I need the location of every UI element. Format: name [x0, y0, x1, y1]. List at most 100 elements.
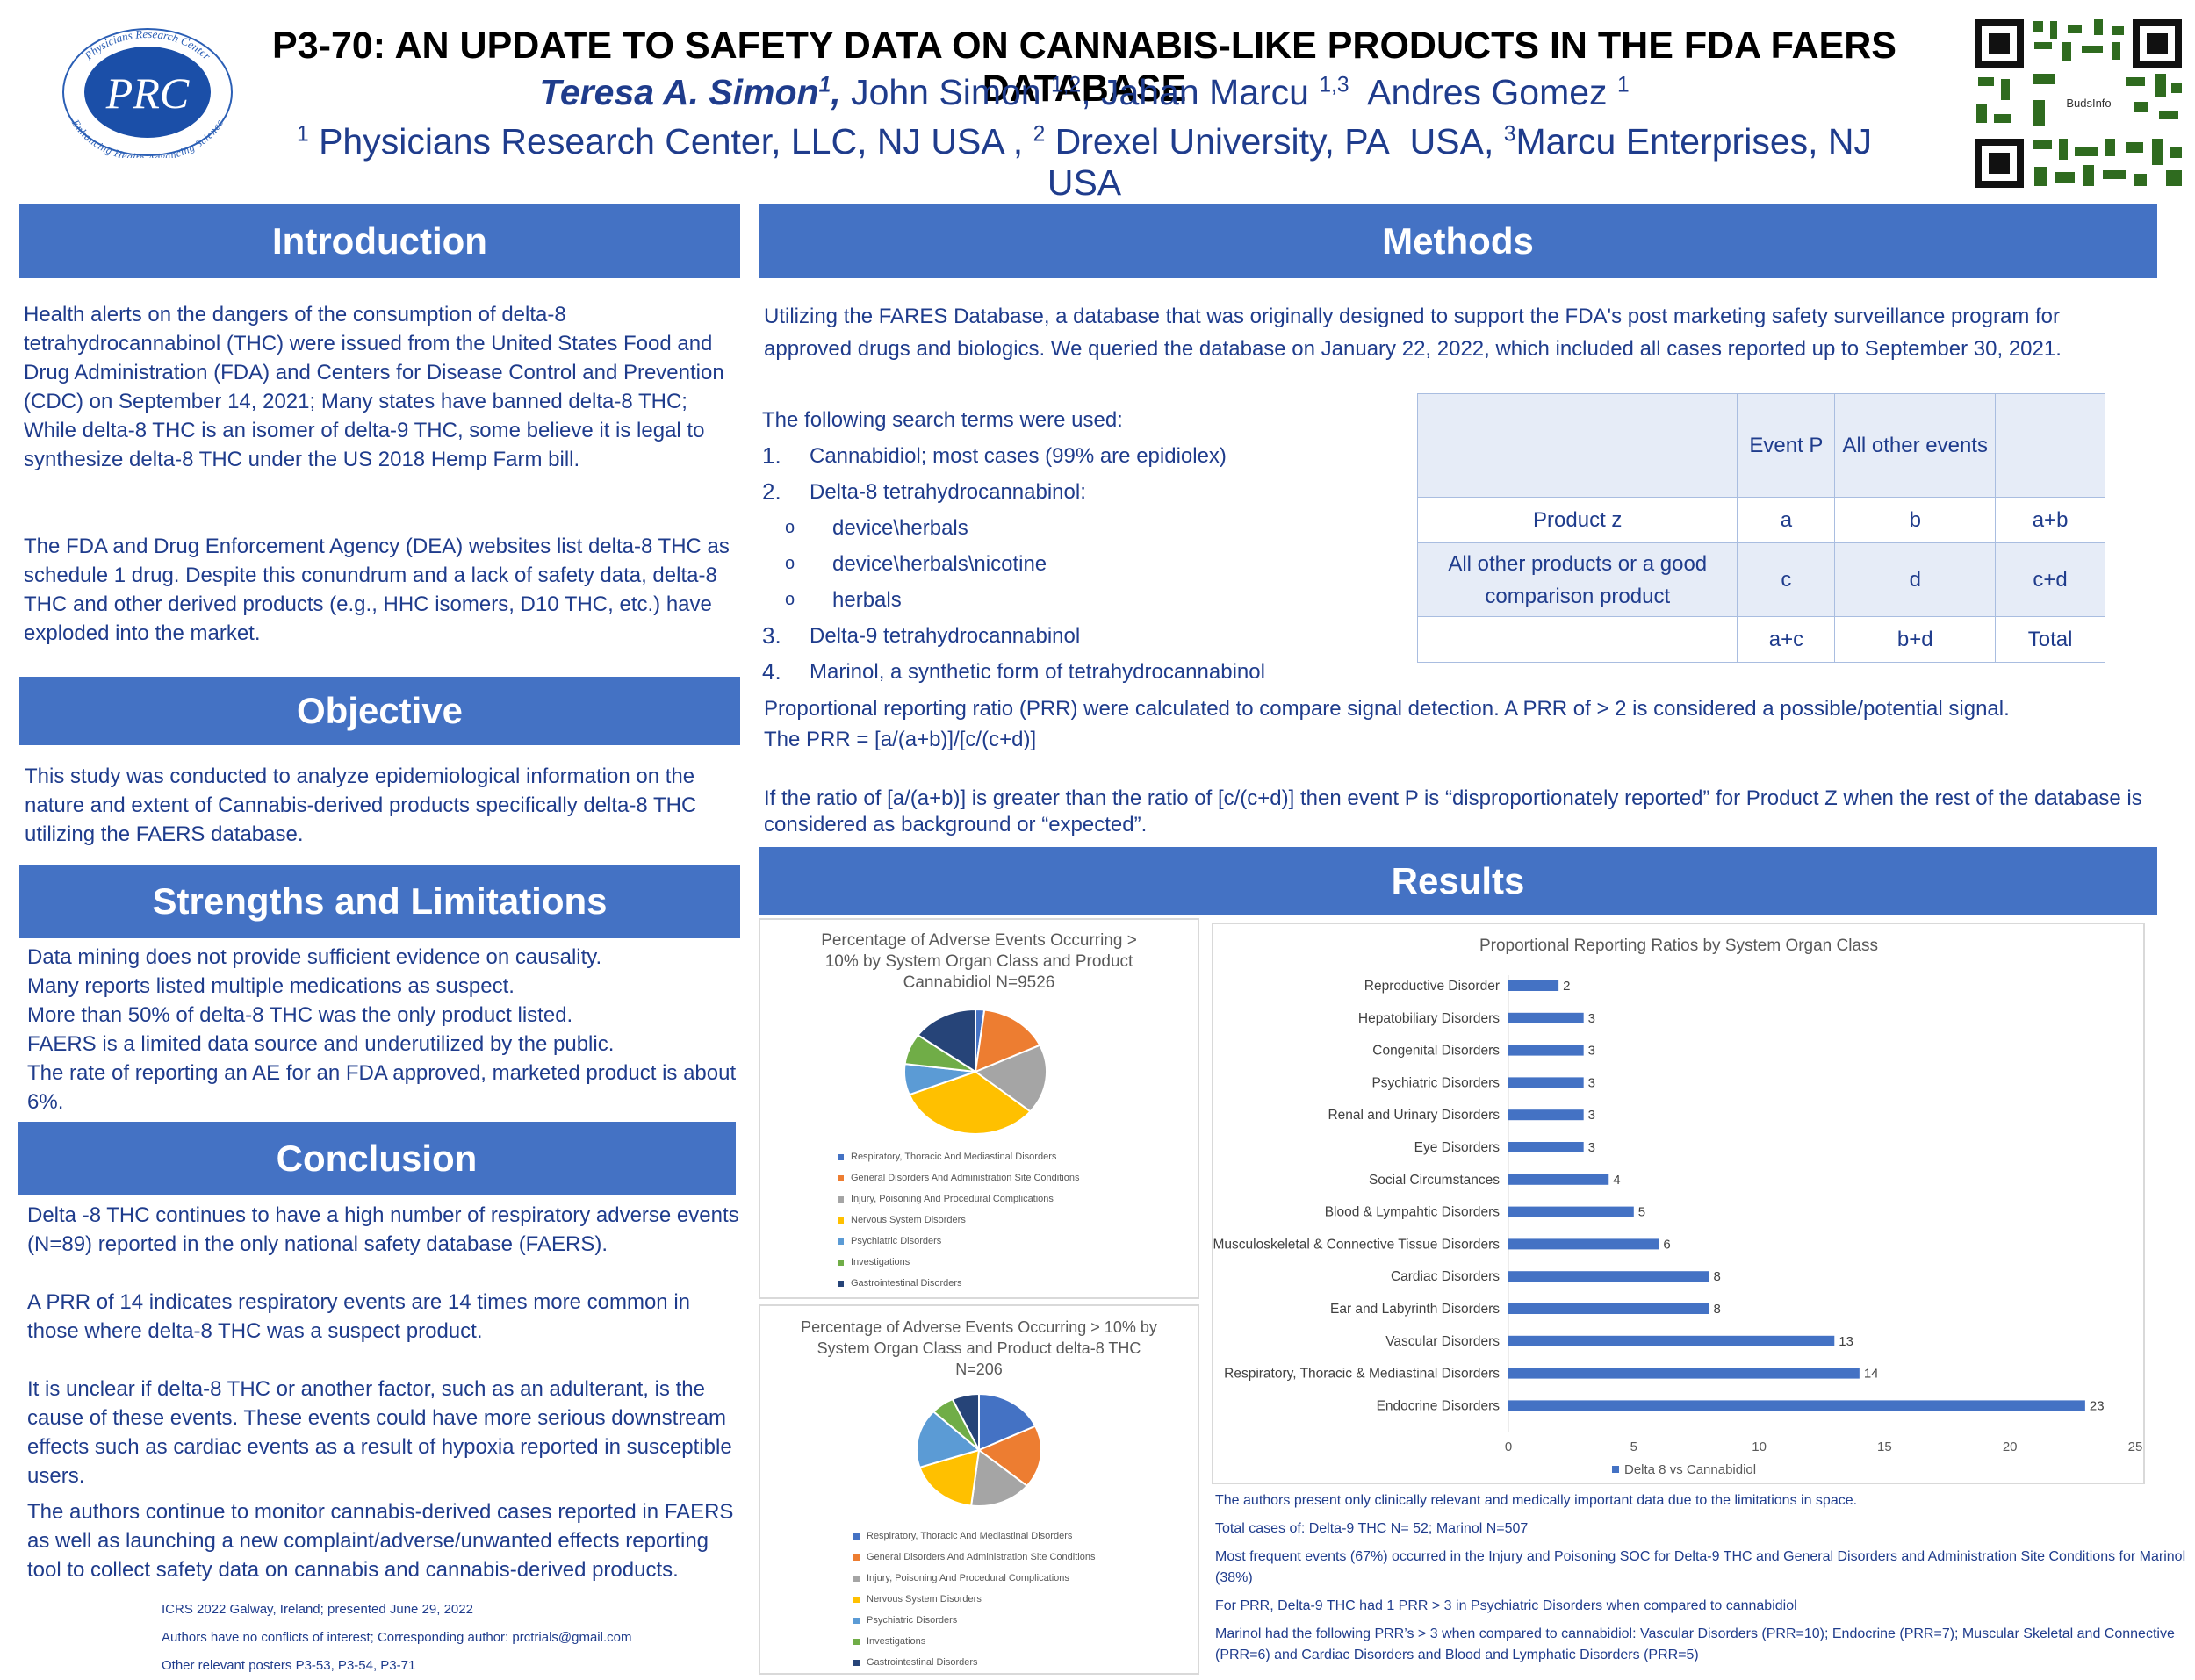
search-term: 2. Delta-8 tetrahydrocannabinol:	[762, 478, 1086, 505]
bar	[1508, 1303, 1709, 1314]
table-cell: Event P	[1737, 393, 1836, 498]
strength-line: More than 50% of delta-8 THC was the onl…	[27, 1003, 573, 1027]
pie1-title: Percentage of Adverse Events Occurring >…	[821, 931, 1137, 992]
category-label: Endocrine Disorders	[1377, 1398, 1501, 1413]
bar	[1508, 1206, 1634, 1217]
table-row: a+c b+d Total	[1416, 616, 2105, 663]
conclusion-text: Delta -8 THC continues to have a high nu…	[27, 1201, 743, 1584]
table-cell: Product z	[1416, 497, 1738, 543]
legend-item: Investigations	[838, 1252, 1079, 1273]
intro-paragraph-2: The FDA and Drug Enforcement Agency (DEA…	[24, 535, 730, 645]
table-cell	[1416, 616, 1738, 663]
table-row: Product z a b a+b	[1416, 497, 2105, 543]
methods-heading: Methods	[759, 204, 2157, 278]
x-tick-label: 0	[1505, 1439, 1512, 1454]
conclusion-heading: Conclusion	[18, 1122, 736, 1195]
category-label: Social Circumstances	[1369, 1173, 1500, 1188]
category-label: Vascular Disorders	[1385, 1334, 1500, 1349]
footer-conference: ICRS 2022 Galway, Ireland; presented Jun…	[162, 1602, 473, 1617]
data-label: 13	[1839, 1334, 1853, 1349]
logo-letters: PRC	[105, 68, 190, 118]
prr-definition: Proportional reporting ratio (PRR) were …	[764, 697, 2010, 721]
x-tick-label: 20	[2003, 1439, 2018, 1454]
legend-item: Psychiatric Disorders	[853, 1610, 1095, 1631]
table-cell: b+d	[1834, 616, 1997, 663]
prr-text: Proportional reporting ratio (PRR) were …	[764, 693, 2155, 838]
strength-line: FAERS is a limited data source and under…	[27, 1032, 615, 1056]
affiliations: 1 Physicians Research Center, LLC, NJ US…	[296, 121, 1873, 203]
category-label: Congenital Disorders	[1372, 1044, 1500, 1059]
data-label: 3	[1588, 1011, 1595, 1026]
legend-item: Respiratory, Thoracic And Mediastinal Di…	[853, 1526, 1095, 1547]
legend-item: Gastrointestinal Disorders	[853, 1652, 1095, 1673]
result-note: Marinol had the following PRR’s > 3 when…	[1215, 1626, 2175, 1662]
legend-item: Gastrointestinal Disorders	[838, 1273, 1079, 1294]
category-label: Eye Disorders	[1414, 1140, 1501, 1155]
legend-item: Injury, Poisoning And Procedural Complic…	[853, 1568, 1095, 1589]
data-label: 4	[1613, 1173, 1620, 1188]
data-label: 3	[1588, 1108, 1595, 1123]
pie-slice	[916, 1008, 976, 1073]
table-cell: c+d	[1995, 542, 2105, 617]
qr-code[interactable]: BudsInfo	[1971, 16, 2185, 191]
prr-bar-chart: Proportional Reporting Ratios by System …	[1212, 923, 2145, 1484]
bar	[1508, 1142, 1584, 1152]
category-label: Psychiatric Disorders	[1371, 1075, 1500, 1090]
table-cell: All other events	[1834, 393, 1997, 498]
legend-item: Nervous System Disorders	[838, 1210, 1079, 1231]
strengths-heading: Strengths and Limitations	[19, 865, 740, 938]
table-cell: a+c	[1737, 616, 1836, 663]
pie-chart-cannabidiol: Percentage of Adverse Events Occurring >…	[759, 918, 1199, 1299]
strengths-text: Data mining does not provide sufficient …	[27, 943, 743, 1116]
bar	[1508, 1335, 1835, 1346]
category-label: Reproductive Disorder	[1364, 979, 1500, 994]
x-tick-label: 10	[1752, 1439, 1767, 1454]
results-notes: The authors present only clinically rele…	[1215, 1490, 2191, 1666]
pie-slice	[969, 1448, 1029, 1507]
search-terms-intro: The following search terms were used:	[762, 408, 1123, 432]
pie-slice	[951, 1392, 980, 1451]
category-label: Hepatobiliary Disorders	[1358, 1011, 1500, 1026]
pie2-legend: Respiratory, Thoracic And Mediastinal Di…	[853, 1526, 1095, 1673]
search-subterm: o herbals	[785, 588, 902, 612]
introduction-heading: Introduction	[19, 204, 740, 278]
category-label: Blood & Lympahtic Disorders	[1325, 1205, 1501, 1220]
bar	[1508, 1368, 1860, 1379]
legend-item: Investigations	[853, 1631, 1095, 1652]
bar-chart-title: Proportional Reporting Ratios by System …	[1479, 937, 1878, 955]
bar	[1508, 1077, 1584, 1088]
table-cell: b	[1834, 497, 1997, 543]
table-row: All other products or a good comparison …	[1416, 542, 2105, 617]
conclusion-paragraph-2: A PRR of 14 indicates respiratory events…	[27, 1290, 690, 1343]
table-cell: Total	[1995, 616, 2105, 663]
bar	[1508, 1174, 1609, 1185]
legend-item: Respiratory, Thoracic And Mediastinal Di…	[838, 1146, 1079, 1167]
footer-contact: Authors have no conflicts of interest; C…	[162, 1630, 632, 1645]
strength-line: Data mining does not provide sufficient …	[27, 945, 602, 969]
category-label: Cardiac Disorders	[1391, 1269, 1500, 1284]
result-note: For PRR, Delta-9 THC had 1 PRR > 3 in Ps…	[1215, 1598, 1797, 1613]
legend-item: Nervous System Disorders	[853, 1589, 1095, 1610]
pie2-plot	[916, 1392, 1042, 1507]
legend-item: General Disorders And Administration Sit…	[838, 1167, 1079, 1188]
introduction-text: Health alerts on the dangers of the cons…	[24, 300, 744, 648]
table-cell: d	[1834, 542, 1997, 617]
x-tick-label: 25	[2128, 1439, 2143, 1454]
conclusion-paragraph-1: Delta -8 THC continues to have a high nu…	[27, 1203, 739, 1256]
table-cell: a	[1737, 497, 1836, 543]
x-tick-label: 5	[1630, 1439, 1637, 1454]
result-note: Most frequent events (67%) occurred in t…	[1215, 1549, 2186, 1585]
pie-slice	[978, 1392, 1037, 1452]
pie-chart-delta8: Percentage of Adverse Events Occurring >…	[759, 1304, 1199, 1675]
objective-text: This study was conducted to analyze epid…	[25, 765, 697, 846]
legend-label: Delta 8 vs Cannabidiol	[1624, 1462, 1756, 1477]
pie1-plot	[903, 1008, 1047, 1135]
category-label: Renal and Urinary Disorders	[1328, 1108, 1500, 1123]
conclusion-paragraph-4: The authors continue to monitor cannabis…	[27, 1500, 734, 1582]
table-cell: a+b	[1995, 497, 2105, 543]
table-cell: c	[1737, 542, 1836, 617]
methods-intro: Utilizing the FARES Database, a database…	[764, 305, 2062, 361]
search-subterm: o device\herbals	[785, 516, 968, 540]
table-cell	[1995, 393, 2105, 498]
qr-label: BudsInfo	[2066, 97, 2111, 110]
